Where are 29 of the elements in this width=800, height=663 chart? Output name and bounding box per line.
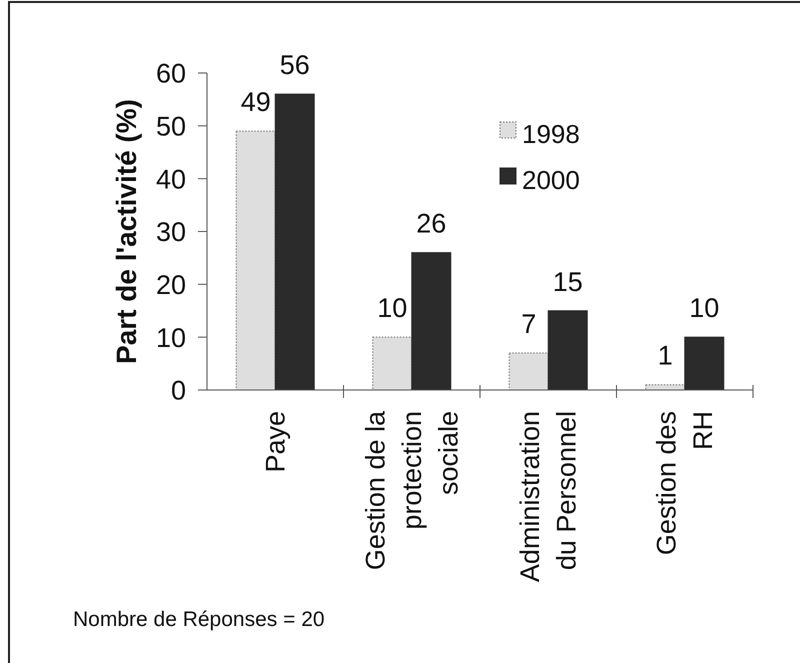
data-label: 49	[240, 87, 271, 118]
data-label: 1	[658, 340, 673, 371]
data-label: 26	[416, 208, 446, 239]
y-axis-title: Part de l'activité (%)	[111, 99, 142, 364]
data-label: 56	[280, 50, 310, 80]
bar	[372, 336, 412, 390]
data-label: 15	[552, 266, 583, 297]
data-label: 7	[521, 309, 536, 340]
bar	[411, 252, 452, 390]
bar	[274, 94, 315, 390]
y-tick-label: 10	[156, 322, 186, 353]
data-label: 10	[377, 293, 408, 324]
y-tick-label: 0	[170, 376, 186, 406]
legend-label: 1998	[522, 119, 580, 149]
y-tick-label: 60	[156, 58, 186, 89]
bar	[236, 130, 276, 390]
y-tick-label: 20	[156, 270, 186, 300]
bar	[508, 352, 549, 390]
x-tick-label: Gestion des RH	[652, 411, 718, 556]
bar	[548, 310, 588, 390]
y-tick-label: 30	[156, 217, 186, 248]
bar	[684, 336, 724, 390]
y-tick-label: 40	[156, 164, 186, 194]
legend-label: 2000	[522, 165, 580, 195]
x-tick-label: Gestion de la protection sociale	[360, 410, 464, 570]
text: Nombre de Réponses = 20	[73, 608, 325, 631]
x-tick-label: Paye	[260, 411, 290, 473]
data-label: 10	[689, 293, 720, 324]
y-tick-label: 50	[156, 112, 186, 142]
